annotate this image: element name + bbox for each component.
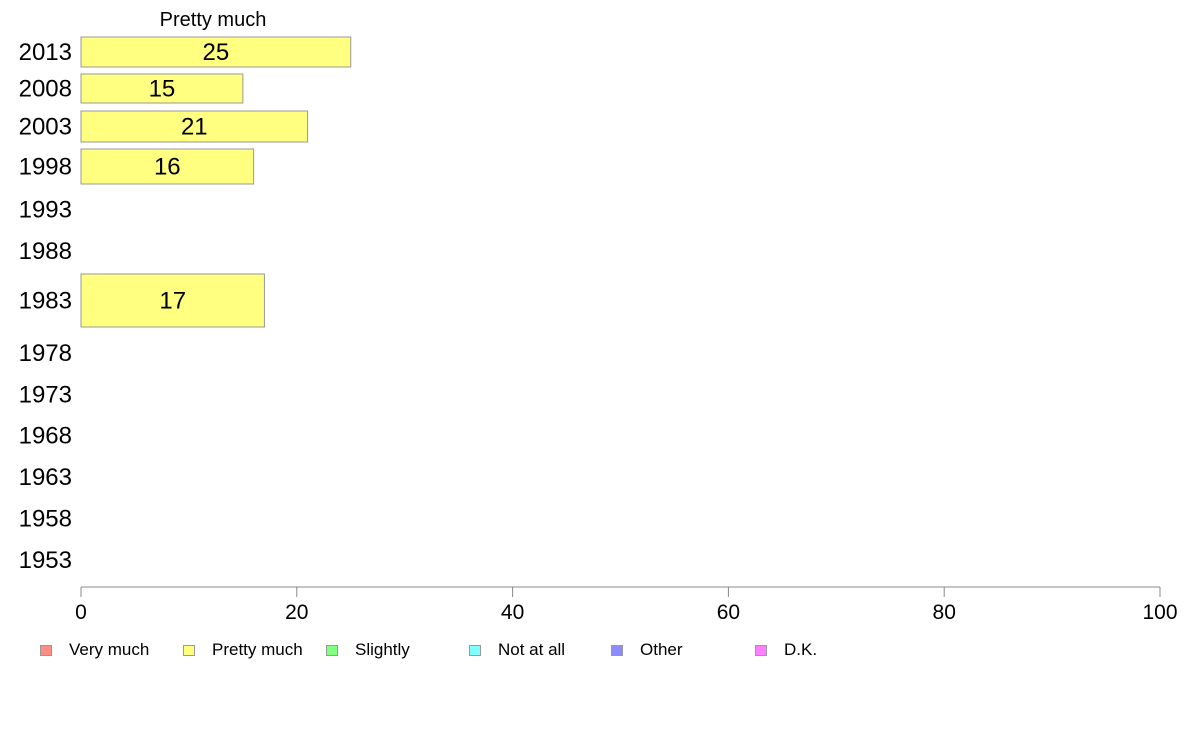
legend-swatch [326, 644, 338, 656]
chart-title: Pretty much [160, 9, 267, 31]
y-tick-label: 1993 [19, 197, 72, 224]
bar-value-label: 15 [149, 76, 176, 103]
x-tick-label: 40 [501, 601, 524, 624]
legend-swatch [469, 644, 481, 656]
bar-chart: Pretty much 2013 2008 2003 1998 1993 1988 1983… [19, 9, 1178, 624]
y-tick-label: 1963 [19, 464, 72, 491]
legend-swatch [183, 644, 195, 656]
y-tick-label: 1973 [19, 382, 72, 409]
y-tick-label: 1958 [19, 506, 72, 533]
x-axis: 0 20 40 60 80 100 [75, 586, 1178, 624]
legend-item-other: Other [611, 640, 683, 660]
legend: Very much Pretty much Slightly Not at al… [0, 640, 1188, 664]
y-tick-label: 1968 [19, 423, 72, 450]
y-axis-labels: 2013 2008 2003 1998 1993 1988 1983 1978 1973 1968… [19, 39, 72, 574]
y-tick-label: 2003 [19, 114, 72, 141]
legend-item-slightly: Slightly [326, 640, 410, 660]
legend-label: Very much [69, 640, 150, 659]
bar-value-label: 17 [159, 288, 186, 315]
bar [80, 110, 309, 143]
y-tick-label: 1978 [19, 340, 72, 367]
legend-item-very-much: Very much [40, 640, 149, 660]
x-tick-label: 80 [933, 601, 956, 624]
x-tick-label: 0 [75, 601, 87, 624]
y-tick-label: 2013 [19, 39, 72, 66]
bar-value-label: 21 [181, 114, 208, 141]
bar [80, 36, 352, 68]
legend-label: Not at all [498, 640, 566, 659]
legend-swatch [755, 644, 767, 656]
bar [80, 73, 244, 104]
bar-value-label: 25 [203, 39, 230, 66]
bar [80, 273, 265, 328]
legend-swatch [611, 644, 623, 656]
y-tick-label: 1983 [19, 288, 72, 315]
legend-swatch [40, 644, 52, 656]
x-tick-label: 100 [1142, 601, 1177, 624]
y-tick-label: 1953 [19, 547, 72, 574]
y-tick-label: 1998 [19, 154, 72, 181]
legend-label: Other [640, 640, 683, 659]
legend-item-pretty-much: Pretty much [183, 640, 303, 660]
bar [80, 148, 255, 185]
legend-item-dk: D.K. [755, 640, 817, 660]
legend-label: Pretty much [212, 640, 303, 659]
y-tick-label: 1988 [19, 238, 72, 265]
legend-label: D.K. [784, 640, 818, 659]
bar-value-label: 16 [154, 154, 181, 181]
x-tick-label: 60 [717, 601, 740, 624]
y-tick-label: 2008 [19, 76, 72, 103]
legend-item-not-at-all: Not at all [469, 640, 565, 660]
legend-label: Slightly [355, 640, 410, 659]
x-tick-label: 20 [285, 601, 308, 624]
